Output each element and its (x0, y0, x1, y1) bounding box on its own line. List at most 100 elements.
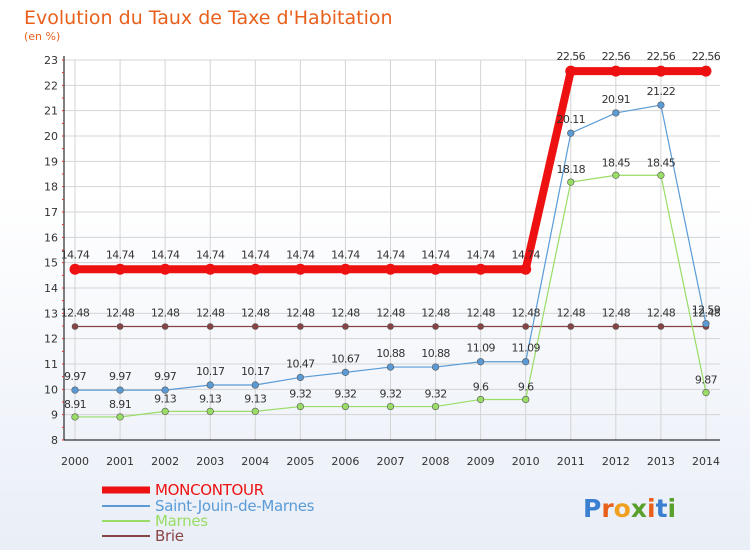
x-tick-label: 2007 (376, 455, 404, 468)
chart-subtitle: (en %) (24, 30, 60, 43)
data-label: 12.48 (511, 307, 540, 320)
data-label: 14.74 (151, 248, 180, 261)
logo-letter: t (656, 494, 668, 523)
data-point (522, 395, 530, 404)
legend: MONCONTOURSaint-Jouin-de-MarnesMarnesBri… (102, 481, 315, 545)
legend-entry-0: MONCONTOUR (155, 481, 264, 499)
data-label: 12.48 (647, 307, 676, 320)
logo-letter: P (583, 494, 601, 523)
data-label: 12.48 (602, 307, 631, 320)
data-label: 9.32 (334, 388, 356, 401)
data-label: 18.18 (557, 163, 586, 176)
data-point (297, 323, 304, 330)
data-point (386, 402, 395, 411)
logo-letter: r (601, 494, 614, 523)
logo-letter: x (631, 494, 647, 523)
x-tick-label: 2003 (196, 455, 224, 468)
y-tick-label: 22 (44, 79, 58, 92)
data-label: 12.48 (331, 307, 360, 320)
data-label: 12.48 (557, 307, 586, 320)
logo-letter: o (614, 494, 631, 523)
data-label: 10.47 (286, 357, 315, 370)
data-point (477, 395, 485, 404)
y-tick-label: 19 (44, 155, 58, 168)
data-label: 12.48 (61, 307, 90, 320)
x-tick-label: 2011 (557, 455, 585, 468)
data-label: 18.45 (602, 156, 631, 169)
data-point (612, 171, 620, 179)
data-label: 12.48 (106, 307, 135, 320)
y-tick-label: 18 (44, 181, 58, 194)
data-point (657, 101, 665, 109)
y-tick-label: 12 (44, 333, 58, 346)
data-point (477, 358, 485, 366)
x-tick-label: 2002 (151, 455, 179, 468)
y-tick-label: 20 (44, 130, 58, 143)
data-label: 12.48 (151, 307, 180, 320)
data-label: 10.88 (421, 347, 450, 360)
data-point (702, 389, 710, 397)
data-label: 12.48 (466, 307, 495, 320)
y-tick-label: 14 (44, 282, 58, 295)
data-point (702, 320, 710, 328)
data-label: 9.97 (154, 370, 177, 383)
data-point (251, 323, 259, 330)
data-point (520, 263, 532, 275)
data-point (522, 358, 530, 366)
data-point (700, 65, 712, 77)
data-point (430, 263, 442, 275)
data-point (522, 323, 530, 330)
y-tick-label: 17 (44, 206, 58, 219)
data-label: 18.45 (647, 156, 676, 169)
data-point (249, 263, 261, 275)
data-point (342, 323, 349, 330)
x-tick-label: 2000 (61, 455, 89, 468)
data-label: 22.56 (692, 50, 721, 63)
data-point (161, 323, 169, 330)
data-point (341, 368, 350, 376)
data-label: 9.32 (425, 388, 447, 401)
data-point (475, 263, 487, 275)
data-label: 10.17 (196, 365, 225, 378)
y-tick-label: 16 (44, 231, 58, 244)
data-label: 9.32 (379, 388, 401, 401)
data-point (339, 263, 351, 275)
x-tick-label: 2004 (241, 455, 269, 468)
data-label: 20.91 (602, 93, 631, 106)
data-point (161, 386, 169, 394)
data-label: 22.56 (602, 50, 631, 63)
data-point (432, 323, 439, 330)
data-point (159, 263, 171, 275)
data-label: 12.48 (421, 307, 450, 320)
data-point (116, 386, 124, 394)
data-point (610, 65, 622, 77)
data-label: 14.74 (421, 248, 450, 261)
proxiti-logo: Proxiti (583, 494, 676, 523)
data-label: 11.09 (511, 342, 540, 355)
data-point (657, 323, 665, 330)
data-point (116, 413, 124, 421)
series-layer (69, 65, 712, 421)
data-point (206, 323, 214, 330)
data-label: 12.48 (196, 307, 225, 320)
y-tick-label: 13 (44, 307, 58, 320)
data-label: 12.48 (286, 307, 315, 320)
x-tick-label: 2005 (286, 455, 314, 468)
x-tick-label: 2014 (692, 455, 720, 468)
data-point (251, 407, 259, 415)
data-point (114, 263, 126, 275)
x-tick-label: 2010 (512, 455, 540, 468)
data-label: 9.97 (64, 370, 87, 383)
data-point (567, 178, 575, 186)
data-label: 14.74 (286, 248, 315, 261)
data-label: 12.48 (376, 307, 405, 320)
data-point (116, 323, 124, 330)
x-tick-label: 2013 (647, 455, 675, 468)
data-point (296, 373, 304, 382)
x-tick-label: 2006 (331, 455, 359, 468)
data-point (71, 413, 79, 421)
x-tick-label: 2009 (467, 455, 495, 468)
data-label: 9.6 (473, 380, 489, 393)
data-label: 12.48 (692, 307, 721, 320)
